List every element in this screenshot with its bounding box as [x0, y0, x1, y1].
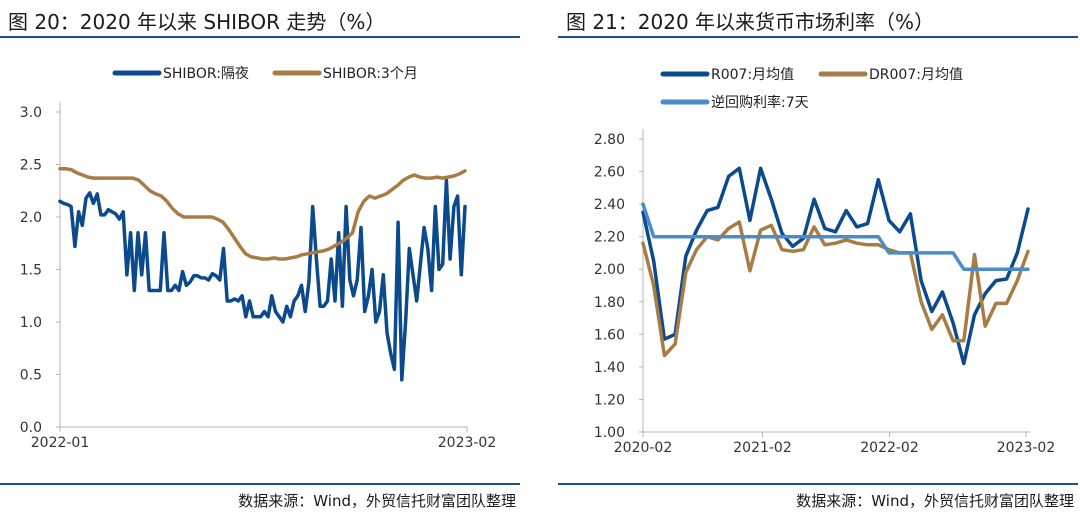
y-tick-label: 1.40: [594, 360, 625, 376]
y-tick-label: 3.0: [20, 105, 42, 121]
series-line-1: [58, 166, 467, 261]
y-tick-label: 1.5: [20, 263, 42, 279]
y-tick-label: 1.0: [20, 315, 42, 331]
y-tick-label: 2.00: [594, 262, 625, 278]
x-tick-label: 2022-02: [860, 440, 919, 456]
y-tick-label: 1.00: [594, 425, 625, 441]
legend-label: SHIBOR:隔夜: [163, 66, 249, 82]
figure-20-title: 图 20：2020 年以来 SHIBOR 走势（%）: [8, 10, 386, 34]
legend-label: DR007:月均值: [869, 67, 963, 83]
series-line-2: [641, 202, 1030, 271]
y-tick-label: 1.20: [594, 392, 625, 408]
legend-label: SHIBOR:3个月: [323, 66, 418, 82]
figure-21-bottom-rule: [558, 483, 1078, 485]
figure-20-source: 数据来源：Wind，外贸信托财富团队整理: [238, 492, 516, 510]
figure-21-top-rule: [558, 36, 1078, 38]
figure-20-panel: 图 20：2020 年以来 SHIBOR 走势（%） 0.0 0.5 1.0 1.5 2…: [0, 0, 520, 524]
figure-21-title: 图 21：2020 年以来货币市场利率（%）: [566, 10, 935, 34]
x-tick-label: 2021-02: [733, 440, 792, 456]
x-tick-label: 2023-02: [438, 435, 497, 451]
figure-20-top-rule: [0, 36, 520, 38]
y-tick-label: 2.0: [20, 210, 42, 226]
legend-label: R007:月均值: [711, 67, 794, 83]
y-tick-label: 1.80: [594, 295, 625, 311]
y-tick-label: 2.40: [594, 197, 625, 213]
y-tick-label: 2.20: [594, 230, 625, 246]
series-line-0: [641, 166, 1030, 366]
y-tick-label: 1.60: [594, 327, 625, 343]
y-tick-label: 2.5: [20, 158, 42, 174]
y-tick-label: 2.80: [594, 132, 625, 148]
legend-label: 逆回购利率:7天: [711, 94, 809, 111]
x-tick-label: 2023-02: [997, 440, 1056, 456]
y-tick-label: 0.5: [20, 368, 42, 384]
x-tick-label: 2022-01: [31, 435, 90, 451]
x-tick-label: 2020-02: [614, 440, 673, 456]
shibor-chart: 0.0 0.5 1.0 1.5 2.0 2.5 3.0 2022-01 2023-02 SHIBO…: [20, 66, 497, 451]
y-tick-label: 0.0: [20, 420, 42, 436]
series-line-0: [58, 178, 467, 382]
figure-21-source: 数据来源：Wind，外贸信托财富团队整理: [796, 492, 1074, 510]
money-market-chart: 1.00 1.20 1.40 1.60 1.80 2.00 2.20 2.40 2.60 2.80…: [594, 67, 1056, 456]
figure-21-panel: 图 21：2020 年以来货币市场利率（%） 1.00 1.20 1.40 1.60 1…: [558, 0, 1078, 524]
figure-20-bottom-rule: [0, 483, 520, 485]
y-tick-label: 2.60: [594, 165, 625, 181]
